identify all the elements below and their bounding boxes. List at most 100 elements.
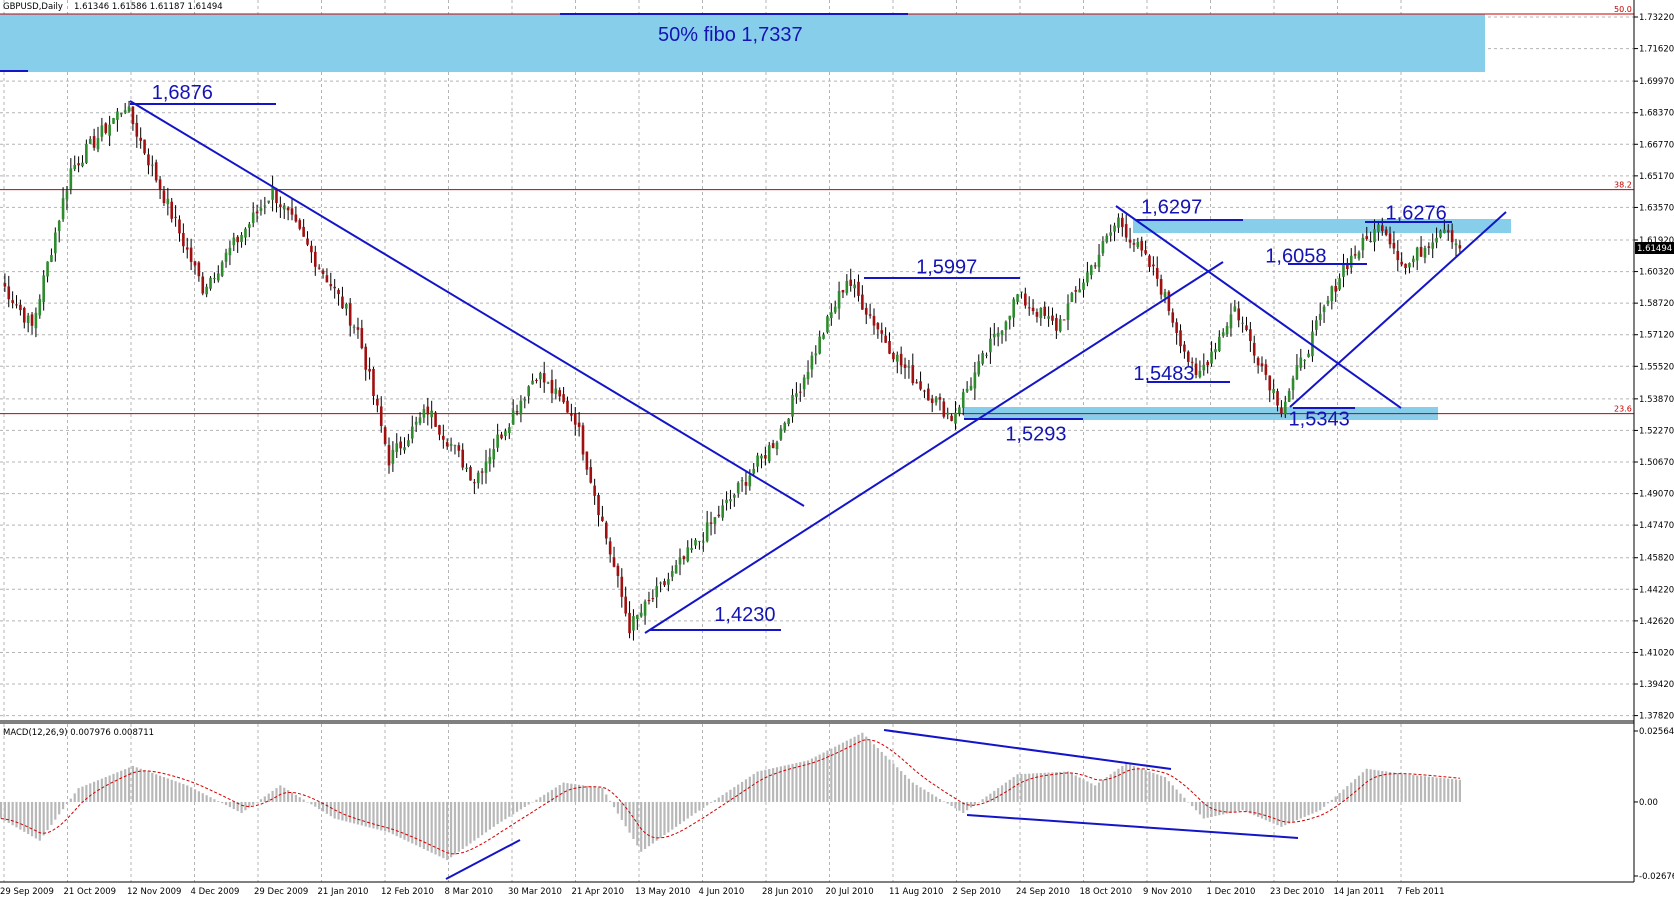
price-tick-label: 1.42620 [1639, 617, 1674, 627]
candle-body [919, 381, 922, 390]
macd-bar [496, 801, 499, 825]
candle-body [294, 214, 298, 222]
candle-body [15, 304, 18, 306]
price-tick-label: 1.49070 [1639, 490, 1674, 500]
macd-bar [605, 794, 608, 802]
candle-body [267, 200, 271, 203]
candle-body [1303, 359, 1306, 361]
price-grid [0, 0, 1634, 882]
candle-body [166, 198, 170, 205]
level-label: 1,5293 [1005, 423, 1066, 445]
macd-histogram [0, 732, 1461, 861]
candle-body [11, 300, 14, 303]
macd-bar [1322, 801, 1326, 807]
macd-bar [578, 784, 581, 802]
candle-body [1338, 278, 1341, 290]
candle-body [1171, 312, 1175, 323]
macd-bar [1319, 801, 1322, 811]
macd-bar [1187, 801, 1190, 803]
macd-bar [193, 789, 197, 802]
macd-bar [391, 801, 394, 835]
macd-bar [1128, 764, 1132, 802]
candle-body [1206, 361, 1209, 366]
macd-bar [810, 758, 814, 802]
trendline-uptrend-1[interactable] [644, 261, 1224, 634]
candle-body [61, 198, 65, 220]
price-tick-label: 1.57120 [1639, 331, 1674, 341]
macd-bar [240, 801, 243, 814]
candle-body [1070, 292, 1074, 302]
macd-divergence-bottom[interactable] [966, 814, 1299, 839]
macd-bar [61, 801, 65, 810]
macd-bar [1385, 771, 1388, 802]
macd-bar [155, 774, 158, 802]
candle-body [313, 251, 317, 267]
macd-bar [903, 774, 907, 802]
macd-bar [1299, 801, 1302, 819]
candle-body [209, 277, 212, 289]
candle-body [1136, 241, 1140, 248]
trendline-uptrend-2[interactable] [1289, 211, 1507, 408]
macd-bar [162, 777, 166, 802]
macd-bar [1342, 789, 1345, 802]
candle-body [92, 136, 96, 148]
candle-body [1380, 225, 1384, 232]
macd-bar [1113, 771, 1116, 802]
macd-bar [845, 740, 848, 802]
macd-bar [139, 768, 142, 802]
macd-bar [581, 785, 585, 802]
candle-body [927, 388, 930, 401]
candle-body [1373, 229, 1376, 243]
macd-bar [717, 797, 720, 802]
candle-body [414, 421, 418, 425]
macd-bar [457, 801, 460, 852]
macd-divergence-top[interactable] [883, 729, 1172, 770]
macd-bar [589, 786, 592, 802]
candle-body [69, 168, 73, 190]
candle-body [174, 216, 177, 218]
candle-body [1214, 349, 1217, 353]
candle-body [1210, 351, 1213, 364]
macd-bar [546, 792, 550, 802]
candle-body [771, 443, 775, 449]
candle-body [1121, 217, 1124, 227]
candle-body [616, 565, 620, 576]
trendline-downtrend-2[interactable] [1115, 205, 1402, 409]
macd-bar [1427, 776, 1430, 802]
macd-bar [1245, 801, 1248, 812]
candle-body [488, 456, 492, 464]
macd-bar [453, 801, 457, 855]
candle-body [1086, 272, 1089, 283]
macd-bar [1350, 782, 1353, 802]
macd-divergence-low[interactable] [445, 839, 521, 880]
trendline-downtrend-1[interactable] [129, 100, 805, 507]
candle-body [1198, 370, 1202, 378]
macd-bar [593, 787, 596, 802]
candle-body [131, 106, 135, 125]
macd-bar [380, 801, 383, 831]
macd-bar [1454, 779, 1458, 802]
candle-body [639, 612, 643, 617]
candle-body [1101, 241, 1105, 254]
macd-bar [1291, 801, 1295, 822]
macd-bar [1373, 769, 1376, 802]
candle-body [876, 323, 880, 330]
candle-body [205, 286, 208, 295]
macd-bar [558, 785, 561, 802]
candle-body [263, 205, 267, 207]
candle-body [934, 397, 938, 403]
macd-bar [519, 801, 523, 810]
time-tick-label: 30 Mar 2010 [508, 887, 562, 897]
candle-body [736, 482, 740, 494]
macd-bar [77, 788, 80, 802]
candle-body [1128, 239, 1132, 243]
candle-body [216, 273, 220, 281]
macd-bar [310, 801, 313, 805]
macd-bar [791, 763, 794, 802]
fib-level-label: 38.2 [1614, 181, 1632, 190]
candle-body [767, 445, 771, 462]
candle-body [275, 188, 278, 204]
macd-bar [876, 748, 879, 802]
fibo-label: 50% fibo 1,7337 [658, 24, 803, 46]
